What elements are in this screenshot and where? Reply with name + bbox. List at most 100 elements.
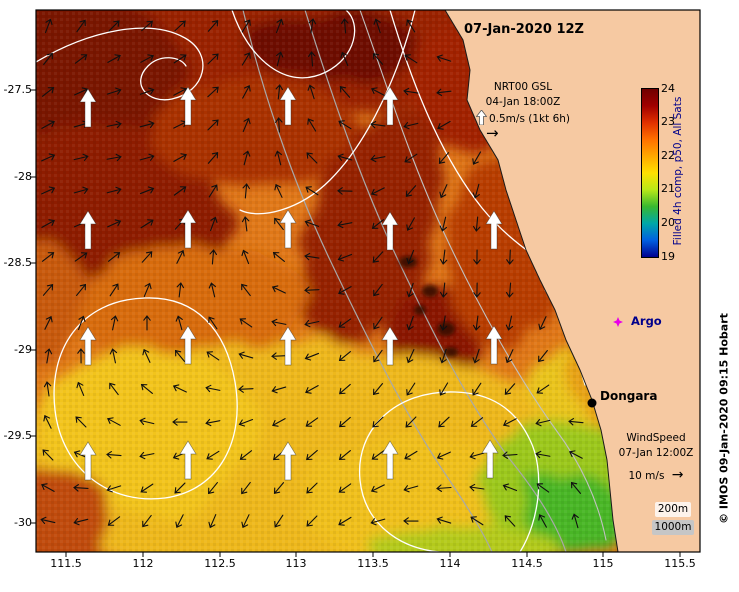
- current-vector-arrow: [179, 440, 197, 480]
- wind-vector-arrow: [41, 120, 55, 129]
- wind-vector-arrow: [438, 152, 450, 165]
- colorbar-tick-label: 24: [661, 81, 675, 95]
- wind-vector-arrow: [42, 283, 54, 296]
- wind-vector-arrow: [439, 382, 449, 396]
- wind-vector-arrow: [304, 319, 320, 328]
- wind-vector-arrow: [271, 318, 287, 327]
- current-vector-arrow: [279, 209, 297, 249]
- wind-vector-arrow: [76, 19, 86, 33]
- wind-vector-arrow: [208, 514, 217, 529]
- wind-vector-arrow: [208, 184, 218, 198]
- wind-vector-arrow: [143, 315, 151, 331]
- wind-vector-arrow: [207, 86, 219, 98]
- wind-vector-arrow: [306, 152, 318, 164]
- wind-vector-arrow: [338, 450, 351, 461]
- wind-vector-arrow: [106, 451, 122, 459]
- current-vector-arrow: [485, 325, 503, 365]
- wind-vector-arrow: [40, 516, 56, 525]
- wind-vector-arrow: [239, 450, 253, 460]
- wind-vector-arrow: [207, 53, 219, 65]
- wind-vector-arrow: [304, 352, 320, 361]
- wind-vector-arrow: [405, 416, 417, 428]
- wind-vector-arrow: [109, 283, 119, 297]
- wind-vector-arrow: [208, 282, 217, 298]
- wind-vector-arrow: [140, 483, 154, 493]
- wind-vector-arrow: [242, 117, 251, 133]
- wind-vector-arrow: [41, 219, 55, 228]
- x-axis-tick-label: 115.5: [664, 557, 696, 570]
- current-legend: NRT00 GSL 04-Jan 18:00Z 0.5m/s (1kt 6h): [458, 80, 588, 128]
- y-axis-tick-label: -27.5: [3, 83, 32, 96]
- wind-vector-arrow: [536, 483, 550, 493]
- wind-vector-arrow: [403, 517, 419, 525]
- wind-scale-arrow-icon: →: [671, 467, 684, 484]
- wind-vector-arrow: [372, 383, 383, 396]
- wind-vector-arrow: [41, 153, 56, 162]
- contour-200m-label: 200m: [654, 502, 692, 518]
- wind-vector-arrow: [272, 418, 286, 427]
- wind-vector-arrow: [106, 120, 122, 129]
- x-axis-tick-label: 115: [592, 557, 614, 570]
- wind-vector-arrow: [173, 186, 187, 196]
- wind-vector-arrow: [243, 150, 251, 166]
- wind-vector-arrow: [504, 515, 516, 527]
- y-axis-tick-label: -28: [14, 170, 32, 183]
- wind-vector-arrow: [371, 450, 385, 460]
- wind-vector-arrow: [107, 252, 121, 262]
- wind-vector-arrow: [207, 152, 219, 164]
- current-vector-arrow: [79, 441, 97, 481]
- colorbar-tick-label: 20: [661, 215, 675, 229]
- wind-vector-arrow: [208, 316, 218, 330]
- wind-vector-arrow: [304, 252, 320, 261]
- wind-vector-arrow: [472, 151, 482, 165]
- wind-legend-line3: 10 m/s: [628, 470, 665, 483]
- wind-vector-arrow: [370, 518, 386, 526]
- wind-vector-arrow: [341, 18, 349, 34]
- wind-vector-arrow: [339, 86, 351, 98]
- wind-vector-arrow: [73, 153, 89, 162]
- wind-vector-arrow: [208, 482, 218, 495]
- current-vector-arrow: [485, 210, 503, 250]
- wind-vector-arrow: [372, 251, 384, 263]
- wind-vector-arrow: [75, 416, 87, 428]
- wind-vector-arrow: [241, 216, 250, 232]
- y-axis-tick-label: -28.5: [3, 256, 32, 269]
- wind-vector-arrow: [142, 348, 151, 363]
- wind-vector-arrow: [439, 184, 448, 199]
- wind-vector-arrow: [44, 18, 53, 34]
- wind-vector-arrow: [502, 451, 518, 459]
- wind-vector-arrow: [74, 54, 88, 64]
- wind-vector-arrow: [370, 120, 386, 129]
- wind-vector-arrow: [570, 481, 582, 494]
- wind-vector-arrow: [404, 54, 418, 64]
- wind-vector-arrow: [172, 418, 188, 426]
- wind-legend-line2: 07-Jan 12:00Z: [618, 447, 694, 460]
- wind-vector-arrow: [176, 249, 185, 264]
- wind-vector-arrow: [139, 87, 155, 95]
- contour-1000m-label: 1000m: [651, 520, 695, 536]
- current-vectors-layer: [79, 86, 503, 481]
- map-title: 07-Jan-2020 12Z: [464, 22, 584, 37]
- wind-vector-arrow: [210, 216, 218, 232]
- wind-vector-arrow: [140, 219, 154, 229]
- wind-vector-arrow: [172, 384, 187, 393]
- wind-vector-arrow: [43, 52, 53, 66]
- wind-legend-line1: WindSpeed: [626, 432, 686, 444]
- x-axis-tick-label: 113: [285, 557, 307, 570]
- wind-vector-arrow: [73, 518, 89, 526]
- current-vector-arrow: [79, 88, 97, 128]
- argo-marker: [613, 317, 623, 327]
- wind-vector-arrow: [406, 315, 414, 331]
- wind-vector-arrow: [505, 315, 514, 331]
- wind-vector-arrow: [174, 482, 186, 494]
- wind-vector-arrow: [568, 417, 584, 426]
- wind-vector-arrow: [502, 483, 518, 492]
- wind-vector-arrow: [308, 18, 317, 34]
- wind-vector-arrow: [339, 416, 351, 428]
- wind-vector-arrow: [305, 417, 319, 427]
- wind-vector-arrow: [436, 88, 452, 97]
- wind-vector-arrow: [238, 351, 254, 359]
- current-vector-arrow: [279, 441, 297, 481]
- wind-vector-arrow: [41, 186, 56, 195]
- wind-vector-arrow: [241, 481, 251, 495]
